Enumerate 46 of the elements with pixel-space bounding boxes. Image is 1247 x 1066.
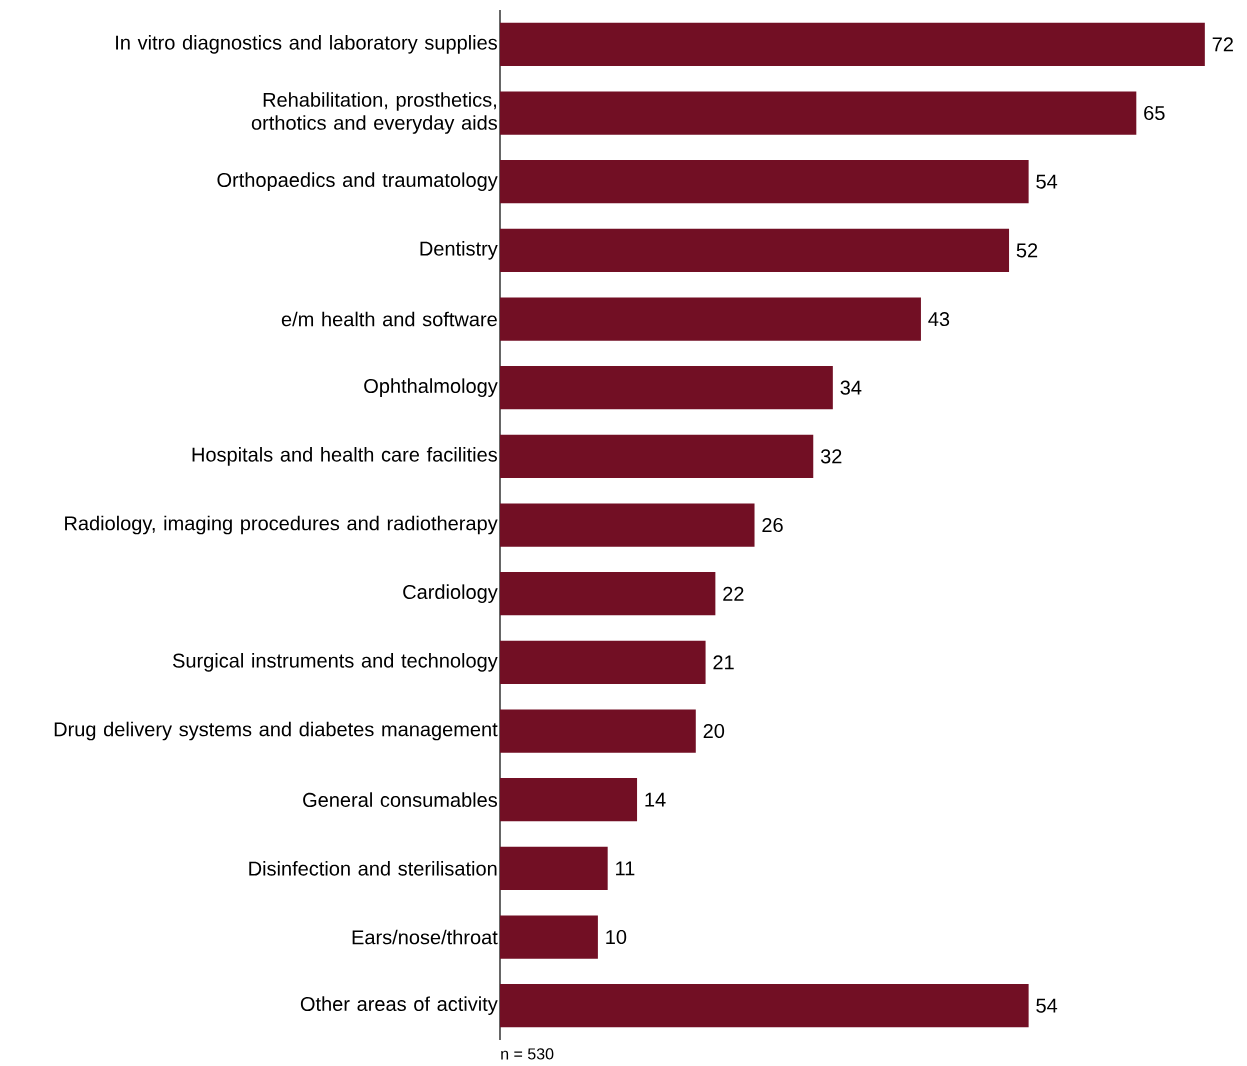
bar	[500, 228, 1010, 272]
y-tick-label: Disinfection and sterilisation	[249, 861, 497, 876]
y-tick-label: e/m health and software	[281, 311, 497, 327]
y-tick-label: Hospitals and health care facilities	[192, 447, 497, 466]
bar	[500, 846, 608, 890]
bar	[500, 160, 1029, 204]
y-tick-label: Other areas of activity	[300, 996, 498, 1016]
data-label: 52	[1016, 243, 1038, 258]
y-tick-label: Surgical instruments and technology	[172, 653, 498, 672]
y-tick-label: Orthopaedics and traumatology	[217, 172, 498, 192]
y-tick-label: Radiology, imaging procedures and radiotherapy	[65, 515, 498, 535]
data-label: 22	[723, 586, 744, 601]
data-label: 72	[1212, 37, 1233, 52]
bar	[500, 778, 638, 822]
bar	[500, 434, 814, 478]
y-tick-label: Ears/nose/throat	[352, 929, 498, 945]
data-label: 21	[713, 655, 734, 670]
data-label: 65	[1144, 105, 1165, 121]
data-label: 34	[840, 380, 862, 395]
data-label: 54	[1036, 174, 1058, 189]
bar	[500, 915, 598, 959]
y-tick-label: In vitro diagnostics and laboratory supplies	[116, 35, 497, 54]
data-label: 10	[606, 929, 627, 945]
data-label: 11	[616, 861, 635, 876]
y-tick-label: Dentistry	[420, 241, 498, 260]
bar	[500, 709, 696, 753]
data-label: 26	[762, 517, 783, 533]
data-label: 43	[928, 311, 950, 327]
y-tick-label: Rehabilitation, prosthetics, orthotics and everyday aids	[251, 92, 498, 134]
y-tick-label: General consumables	[303, 792, 498, 808]
bar	[500, 503, 755, 547]
y-tick-label: Drug delivery systems and diabetes management	[54, 721, 498, 741]
bar	[500, 22, 1205, 66]
bar	[500, 640, 706, 684]
bar	[500, 366, 833, 410]
bar	[500, 984, 1029, 1028]
bar	[500, 297, 921, 341]
text: n = 530	[501, 1048, 554, 1060]
y-tick-label: Ophthalmology	[364, 378, 498, 398]
bar	[500, 91, 1137, 135]
data-label: 54	[1036, 998, 1058, 1013]
data-label: 20	[703, 723, 725, 739]
bar	[500, 572, 716, 616]
data-label: 14	[645, 792, 666, 807]
data-label: 32	[820, 449, 842, 464]
y-tick-label: Cardiology	[403, 584, 498, 604]
